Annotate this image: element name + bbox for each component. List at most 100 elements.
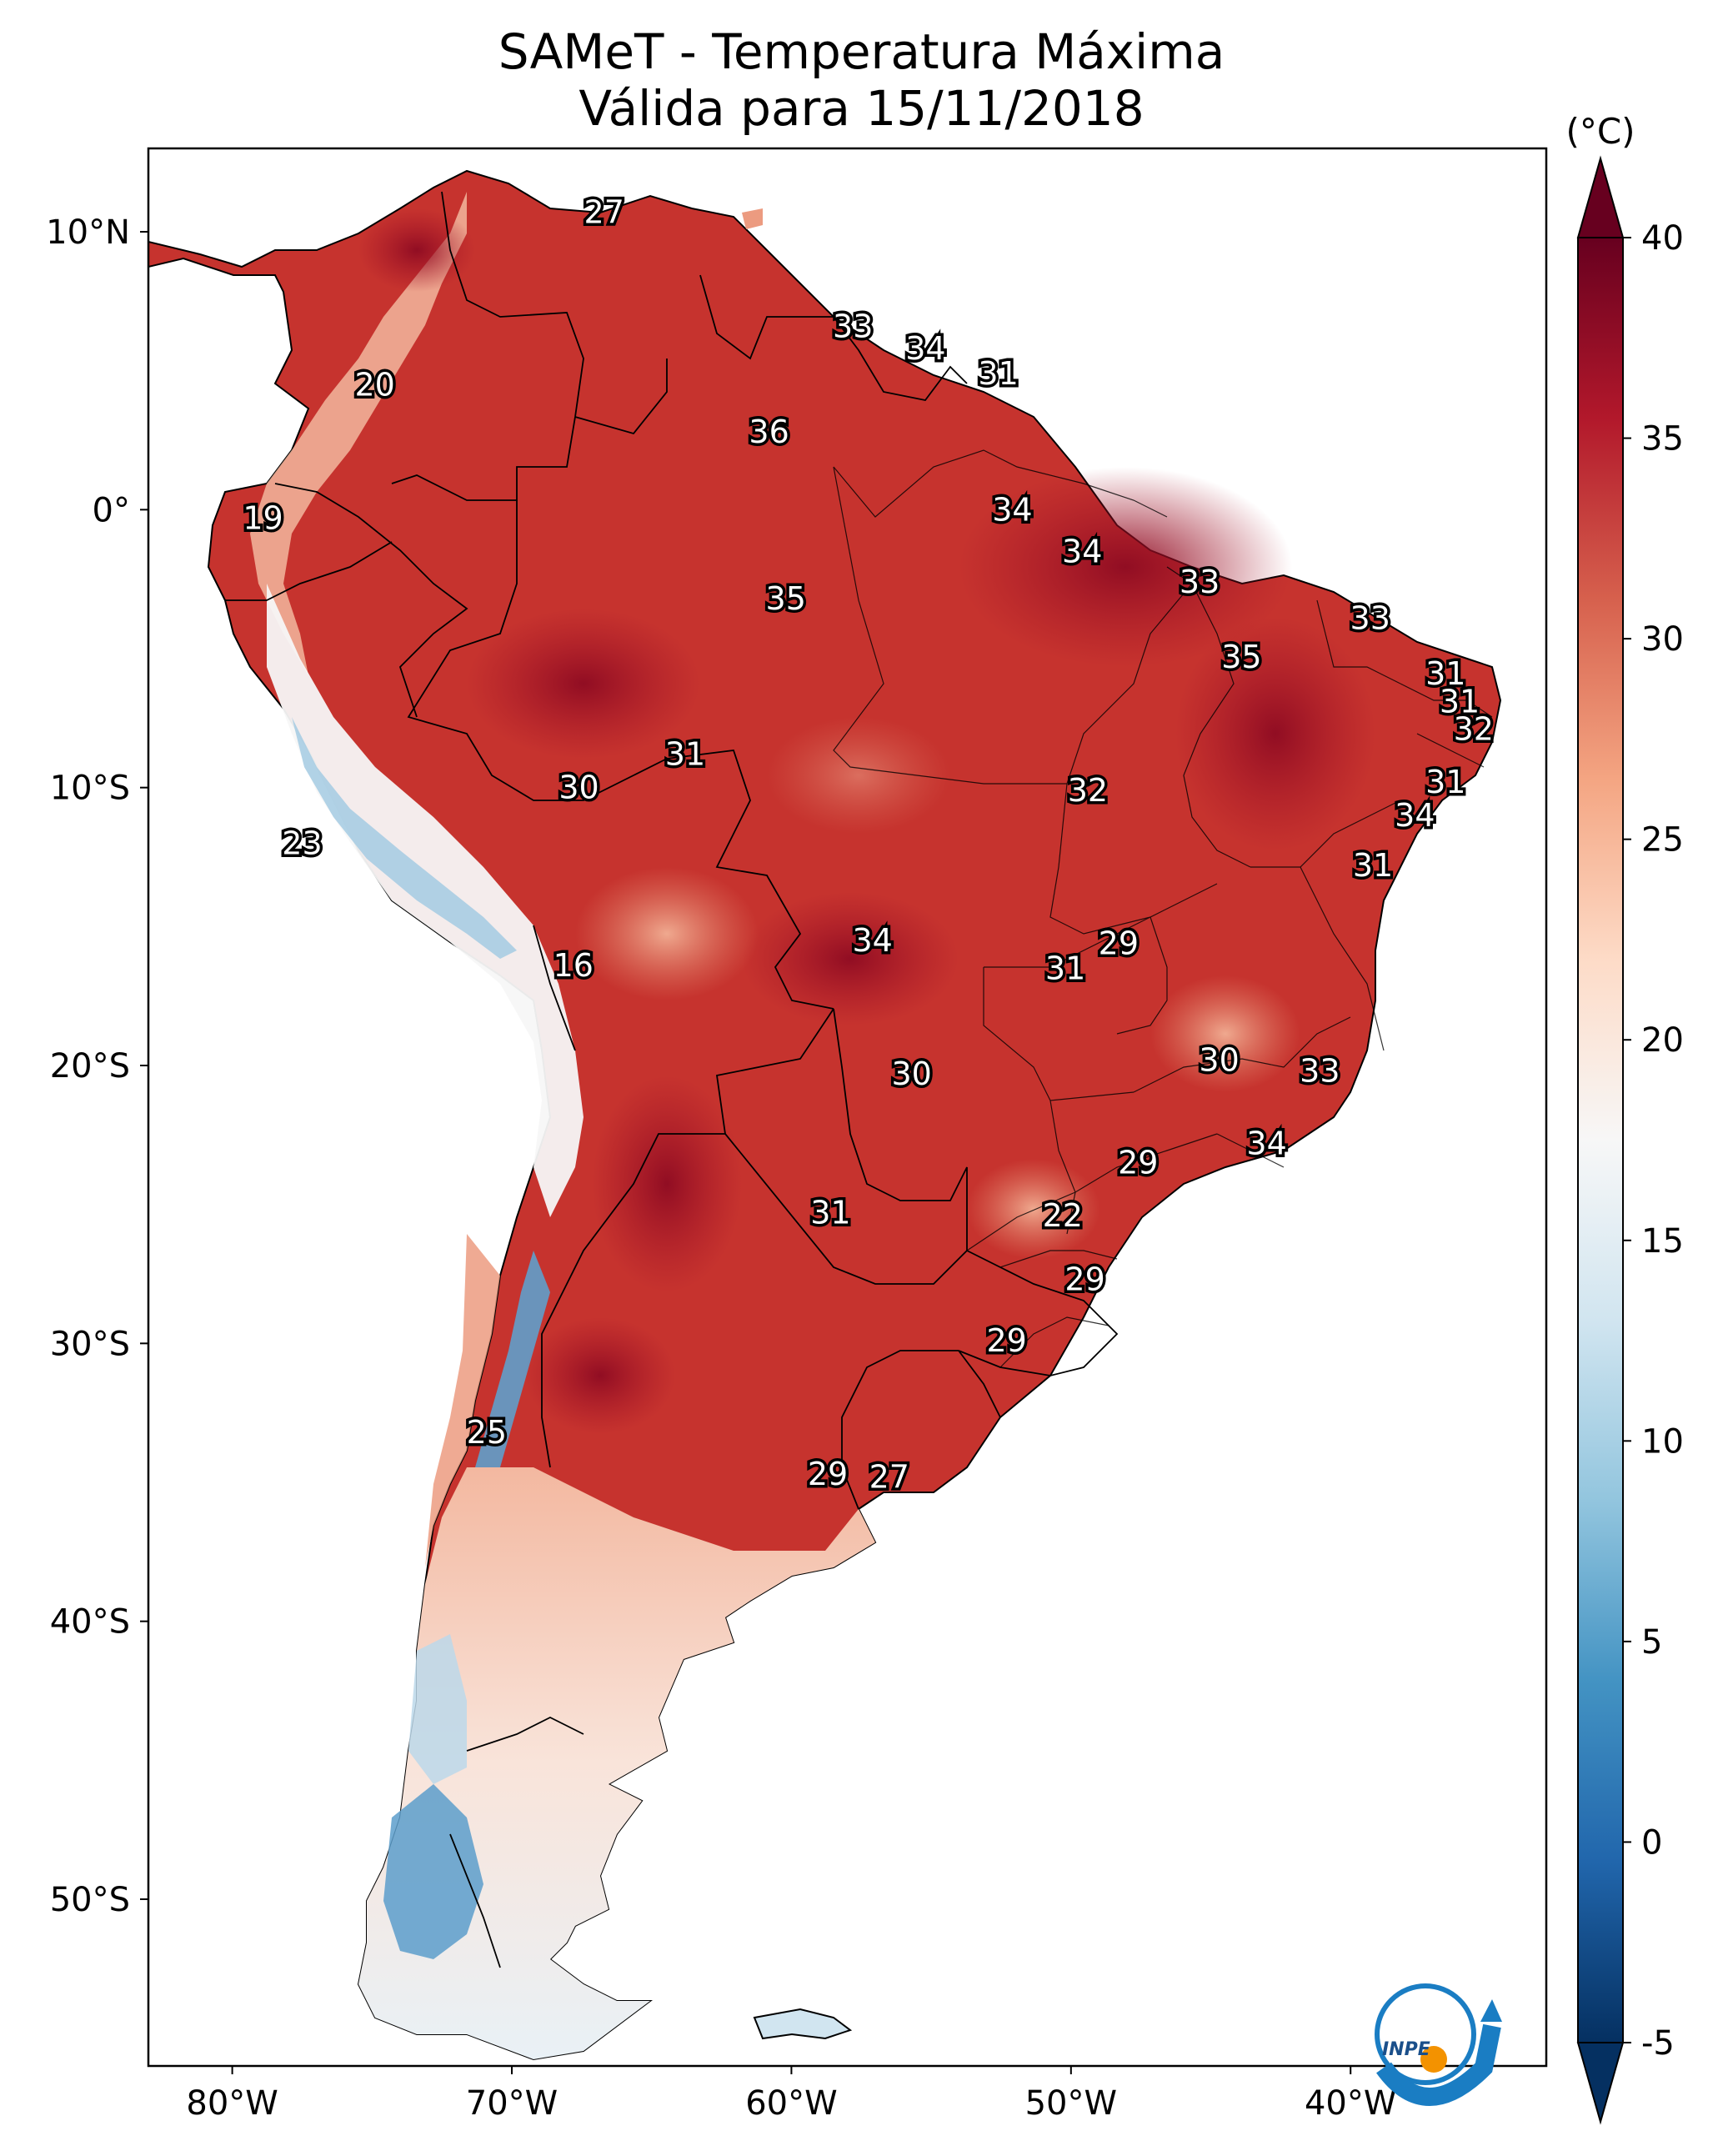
temperature-label: 33 xyxy=(1180,564,1220,600)
lon-tick-label: 40°W xyxy=(1305,2084,1396,2123)
latitude-axis: 10°N 0° 10°S 20°S 30°S 40°S 50°S xyxy=(46,213,148,1919)
colorbar-tick-label: 5 xyxy=(1641,1623,1662,1662)
colorbar-tick-label: 10 xyxy=(1641,1422,1684,1461)
hotspot-chaco-north xyxy=(592,1075,742,1292)
temperature-label: 29 xyxy=(986,1322,1026,1359)
temperature-label: 30 xyxy=(558,770,599,806)
temperature-label: 31 xyxy=(1425,764,1465,800)
lat-tick-label: 0° xyxy=(93,491,130,529)
temperature-label: 31 xyxy=(1425,655,1465,692)
map-subtitle: Válida para 15/11/2018 xyxy=(579,80,1144,137)
lon-tick-label: 60°W xyxy=(745,2084,837,2123)
temperature-label: 23 xyxy=(282,825,322,861)
temperature-label: 29 xyxy=(1118,1145,1158,1181)
temperature-label: 33 xyxy=(833,308,873,344)
inpe-logo-sun-icon xyxy=(1420,2046,1447,2073)
temperature-label: 29 xyxy=(1064,1261,1104,1298)
temperature-label: 25 xyxy=(467,1414,507,1451)
inpe-logo-text: INPE xyxy=(1382,2039,1430,2060)
colorbar-tick-label: 40 xyxy=(1641,219,1684,258)
temperature-label: 34 xyxy=(992,491,1032,528)
temperature-label: 34 xyxy=(1062,533,1102,569)
lon-tick-label: 70°W xyxy=(466,2084,558,2123)
temperature-label: 31 xyxy=(1440,683,1480,720)
colorbar-tick-label: 15 xyxy=(1641,1222,1684,1261)
trinidad xyxy=(742,208,763,229)
colorbar-tick-label: 20 xyxy=(1641,1021,1684,1060)
temperature-label: 20 xyxy=(354,366,394,403)
inpe-logo-swoosh xyxy=(1376,2023,1501,2106)
temperature-field xyxy=(148,169,1502,2061)
temperature-label: 34 xyxy=(1246,1125,1286,1161)
colorbar-frame xyxy=(1577,237,1624,2043)
colorbar-bottom-extension xyxy=(1576,2042,1625,2125)
temperature-label: 30 xyxy=(1199,1041,1239,1078)
colorbar: 40 35 30 25 20 15 10 5 0 -5 (°C) xyxy=(1565,111,1684,2125)
temperature-label: 34 xyxy=(1395,797,1435,834)
chile-coast xyxy=(425,1234,500,1567)
temperature-label: 35 xyxy=(766,580,806,617)
temperature-label: 27 xyxy=(869,1458,909,1495)
cool-bolivia xyxy=(575,867,759,1000)
temperature-label: 29 xyxy=(808,1456,848,1492)
colorbar-ticks: 40 35 30 25 20 15 10 5 0 -5 xyxy=(1623,219,1684,2063)
colorbar-tick-label: 25 xyxy=(1641,821,1684,860)
colorbar-top-extension xyxy=(1576,155,1625,238)
hotspot-amazon-west xyxy=(467,609,700,759)
hotspot-venezuela xyxy=(358,208,475,292)
temperature-label: 31 xyxy=(978,355,1018,392)
lat-tick-label: 10°N xyxy=(46,213,130,252)
temperature-label: 31 xyxy=(1353,847,1393,884)
colorbar-tick-label: 35 xyxy=(1641,420,1684,459)
lon-tick-label: 80°W xyxy=(186,2084,278,2123)
colorbar-tick-label: 0 xyxy=(1641,1823,1662,1862)
cool-amazon-center xyxy=(767,717,950,834)
patagonia-light-blue xyxy=(408,1634,467,1784)
temperature-label: 35 xyxy=(1221,639,1261,675)
longitude-axis: 80°W 70°W 60°W 50°W 40°W xyxy=(186,2066,1396,2123)
lat-tick-label: 30°S xyxy=(50,1325,130,1363)
state-borders xyxy=(833,449,1493,1368)
colorbar-body xyxy=(1578,238,1623,2043)
temperature-label: 34 xyxy=(853,922,893,959)
temperature-label: 31 xyxy=(665,736,705,773)
patagonia-region xyxy=(358,1467,875,2059)
lat-tick-label: 40°S xyxy=(50,1603,130,1642)
andes-blue xyxy=(292,717,517,959)
temperature-label: 30 xyxy=(891,1055,931,1092)
lat-tick-label: 20°S xyxy=(50,1047,130,1086)
lat-tick-label: 10°S xyxy=(50,770,130,808)
hotspot-chaco xyxy=(525,1317,675,1434)
colorbar-tick-label: 30 xyxy=(1641,620,1684,659)
hotspot-mato-grosso xyxy=(742,892,959,1025)
lat-tick-label: 50°S xyxy=(50,1881,130,1919)
temperature-label: 36 xyxy=(749,414,789,450)
temperature-label: 22 xyxy=(1043,1197,1083,1234)
falkland-islands xyxy=(753,2008,853,2040)
temperature-label: 31 xyxy=(1045,950,1085,986)
lon-tick-label: 50°W xyxy=(1025,2084,1117,2123)
andes-north xyxy=(250,192,467,675)
inpe-logo-ring xyxy=(1375,1983,1476,2085)
patagonia-blue-ice xyxy=(383,1784,483,1959)
temperature-label: 29 xyxy=(1099,925,1139,961)
map-frame xyxy=(147,147,1548,2068)
temperature-label: 33 xyxy=(1350,599,1390,636)
temperature-label: 32 xyxy=(1454,711,1494,748)
temperature-label: 27 xyxy=(584,194,624,231)
hotspot-northeast xyxy=(1175,617,1375,850)
temperature-label: 19 xyxy=(243,499,283,536)
temperature-label: 34 xyxy=(905,330,945,367)
colorbar-unit: (°C) xyxy=(1565,111,1635,152)
temperature-label: 33 xyxy=(1300,1053,1340,1090)
inpe-logo: INPE xyxy=(1375,1983,1502,2106)
temperature-label: 16 xyxy=(553,947,594,984)
colorbar-tick-label: -5 xyxy=(1641,2024,1675,2063)
temperature-label: 31 xyxy=(810,1195,850,1231)
inpe-logo-arrow-icon xyxy=(1480,1999,1502,2022)
temperature-label: 32 xyxy=(1068,772,1108,809)
map-title: SAMeT - Temperatura Máxima xyxy=(498,23,1225,80)
